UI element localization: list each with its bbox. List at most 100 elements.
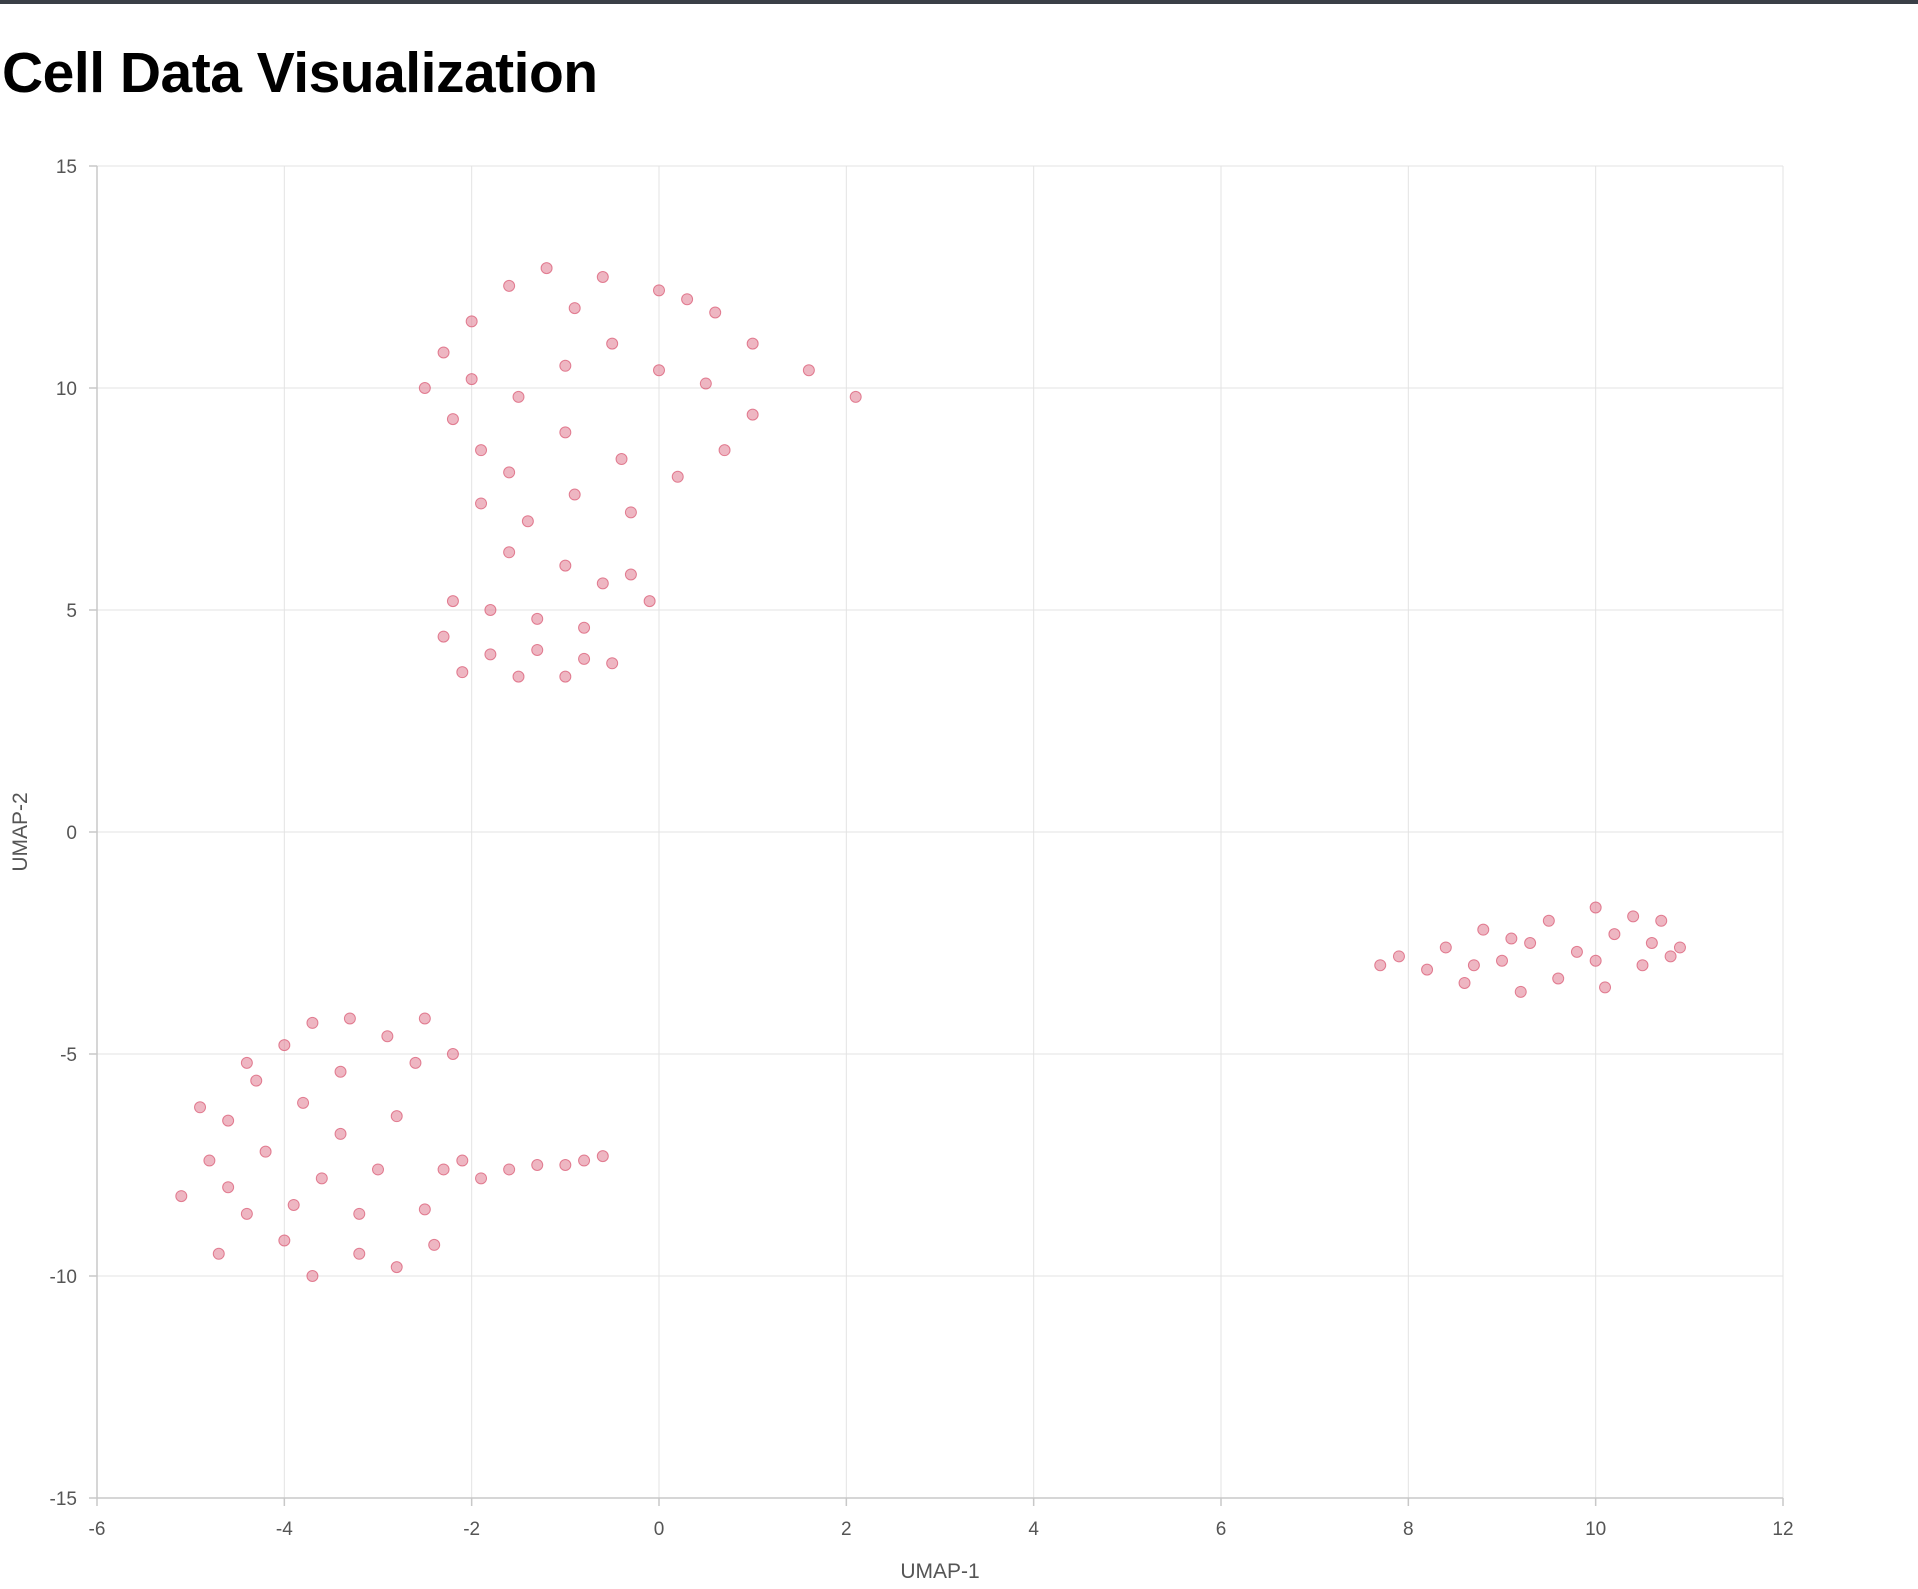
y-tick-label: 10 (56, 379, 77, 400)
cell-point (802, 364, 815, 377)
cell-point (1514, 985, 1527, 998)
cell-point (559, 1159, 572, 1171)
x-tick-label: 12 (1772, 1519, 1793, 1540)
cell-point (437, 630, 450, 643)
cell-point (596, 577, 609, 590)
cell-point (596, 271, 609, 283)
cell-point (306, 1016, 319, 1029)
cell-point (1552, 972, 1565, 985)
y-tick-label: -10 (50, 1267, 77, 1288)
x-tick-label: 0 (654, 1519, 665, 1540)
cell-point (1627, 910, 1640, 923)
page-title: Cell Data Visualization (2, 41, 598, 105)
x-tick-label: -6 (89, 1519, 106, 1540)
cell-point (390, 1261, 403, 1274)
cell-point (746, 408, 759, 421)
cell-point (446, 413, 459, 426)
cell-point (475, 444, 488, 457)
cell-point (1439, 941, 1452, 954)
cell-point (484, 648, 497, 661)
cell-point (615, 453, 628, 466)
x-tick-label: -2 (463, 1519, 480, 1540)
cell-point (531, 643, 544, 656)
cell-point (578, 621, 591, 634)
cell-point (1599, 981, 1612, 994)
cell-point (222, 1181, 235, 1194)
cell-point (578, 652, 591, 665)
cell-point (418, 1012, 431, 1025)
cell-point (1421, 963, 1434, 976)
cell-point (1636, 959, 1649, 972)
cell-point (1505, 932, 1518, 945)
cell-point (521, 515, 534, 528)
cell-point (353, 1247, 366, 1260)
cell-point (437, 346, 450, 359)
cell-point (456, 1154, 469, 1167)
x-tick-label: 10 (1585, 1519, 1606, 1540)
cell-point (456, 666, 469, 679)
cell-point (606, 337, 619, 350)
cell-point (1392, 950, 1405, 963)
cell-point (175, 1190, 188, 1203)
x-tick-label: 2 (841, 1519, 852, 1540)
cell-point (390, 1110, 403, 1123)
cell-point (259, 1145, 272, 1158)
cell-point (1467, 959, 1480, 972)
y-tick-label: 15 (56, 157, 77, 178)
cell-point (343, 1012, 356, 1025)
cell-point (1664, 950, 1677, 963)
grid-lines (96, 165, 1784, 1499)
cell-point (278, 1234, 291, 1247)
cell-point (653, 284, 665, 297)
cell-point (531, 1159, 544, 1171)
x-tick-label: 4 (1028, 1519, 1039, 1540)
cell-point (718, 444, 731, 457)
cell-point (1589, 901, 1602, 914)
cell-point (653, 364, 665, 377)
cell-point (297, 1096, 310, 1109)
cell-point (568, 488, 581, 501)
cell-point (334, 1127, 347, 1140)
cell-point (465, 315, 478, 328)
cell-point (212, 1247, 225, 1260)
x-tick-label: -4 (276, 1519, 293, 1540)
cell-point (222, 1114, 235, 1127)
cell-point (334, 1065, 347, 1078)
cell-point (437, 1163, 450, 1176)
y-tick-label: 0 (66, 823, 77, 844)
cell-point (559, 359, 572, 372)
cell-point (596, 1150, 609, 1163)
cell-point (1589, 954, 1602, 967)
cell-point (568, 302, 581, 315)
cell-point (418, 1203, 431, 1216)
x-tick-label: 6 (1216, 1519, 1227, 1540)
cell-point (503, 1163, 516, 1176)
cell-point (1496, 954, 1508, 967)
cell-point (1608, 928, 1621, 941)
y-tick-label: 5 (66, 601, 77, 622)
cell-point (250, 1074, 263, 1087)
cell-point (475, 1172, 488, 1185)
cell-point (512, 670, 525, 683)
cell-point (1374, 959, 1387, 972)
cell-point (1645, 937, 1658, 949)
cell-point (643, 595, 656, 608)
cell-point (512, 390, 525, 403)
cell-point (372, 1163, 384, 1176)
cell-point (409, 1056, 422, 1069)
cell-point (475, 497, 488, 510)
cell-point (315, 1172, 328, 1185)
cell-point (1673, 941, 1686, 954)
cell-point (1542, 914, 1555, 927)
cell-point (428, 1238, 441, 1251)
y-tick-label: -15 (50, 1489, 77, 1510)
tick-labels: -6 -4 -2 0 2 4 6 8 10 12 -15 -10 -5 0 5 10 15 (50, 157, 1794, 1540)
cell-point (1477, 923, 1490, 936)
cell-point (849, 390, 862, 403)
y-tick-label: -5 (60, 1045, 77, 1066)
cell-point (381, 1030, 394, 1043)
cell-point (578, 1154, 591, 1167)
cell-point (194, 1101, 207, 1114)
cell-point (671, 470, 684, 483)
cell-point (306, 1270, 319, 1282)
